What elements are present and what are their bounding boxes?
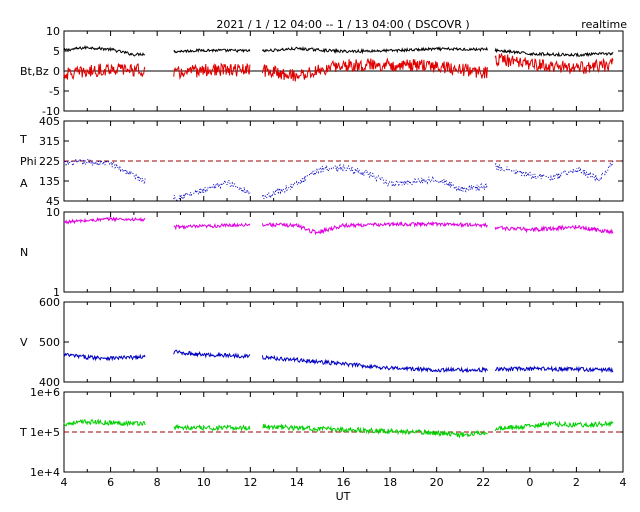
- y-tick-label: 400: [39, 376, 60, 389]
- y-tick-label: -5: [49, 85, 60, 98]
- series-line-speed: [63, 349, 614, 374]
- panel-phi-angle: 405 315 225 135 45 T Phi A: [19, 115, 624, 208]
- series-line-temperature: [63, 418, 614, 439]
- series-line-bt: [63, 45, 614, 58]
- y-tick-label: 225: [39, 155, 60, 168]
- x-tick-label: 22: [476, 476, 490, 489]
- x-tick-label: 2: [573, 476, 580, 489]
- y-tick-label: 500: [39, 336, 60, 349]
- y-axis-label: V: [20, 336, 28, 349]
- y-axis-label: T: [19, 426, 27, 439]
- x-tick-label: 20: [430, 476, 444, 489]
- panel-frame: [63, 211, 624, 293]
- y-tick-label: 1e+6: [30, 386, 60, 399]
- y-tick-label: 1e+5: [30, 426, 60, 439]
- y-tick-label: 600: [39, 296, 60, 309]
- series-line-bz: [63, 52, 614, 82]
- series-line-density: [63, 216, 614, 236]
- y-axis-label: A: [20, 177, 28, 190]
- x-tick-label: 0: [526, 476, 533, 489]
- y-axis-label: Phi: [20, 155, 37, 168]
- y-tick-label: 10: [46, 206, 60, 219]
- y-tick-label: 135: [39, 175, 60, 188]
- panels-group: 10 5 0 -5 -10 Bt,Bz 405 315 225 135 45 T Phi A 10 1 N 600…: [19, 25, 627, 489]
- y-tick-label: 1e+4: [30, 466, 60, 479]
- y-tick-label: 405: [39, 115, 60, 128]
- panel-frame: [63, 301, 624, 383]
- y-axis-label: N: [20, 246, 28, 259]
- x-tick-label: 14: [290, 476, 304, 489]
- chart-title: 2021 / 1 / 12 04:00 -- 1 / 13 04:00 ( DS…: [216, 18, 469, 31]
- panel-magnetic-field: 10 5 0 -5 -10 Bt,Bz: [20, 25, 624, 118]
- panel-temperature: 1e+6 1e+5 1e+4 T 4 6 8 10 12 14 16 18 20 22 0 2 4: [19, 386, 627, 489]
- y-axis-label: Bt,Bz: [20, 65, 49, 78]
- realtime-badge: realtime: [581, 18, 627, 31]
- x-tick-label: 8: [154, 476, 161, 489]
- y-tick-label: 5: [53, 45, 60, 58]
- panel-density: 10 1 N: [20, 206, 624, 299]
- y-tick-label: 1: [53, 286, 60, 299]
- x-tick-label: 18: [383, 476, 397, 489]
- x-tick-label: 12: [243, 476, 257, 489]
- x-tick-label: 10: [197, 476, 211, 489]
- y-axis-label: T: [19, 133, 27, 146]
- y-tick-label: -10: [42, 105, 60, 118]
- x-tick-label: 4: [620, 476, 627, 489]
- panel-speed: 600 500 400 V: [20, 296, 624, 389]
- y-tick-label: 315: [39, 135, 60, 148]
- x-tick-label: 6: [107, 476, 114, 489]
- y-tick-label: 0: [53, 65, 60, 78]
- y-tick-label: 45: [46, 195, 60, 208]
- x-axis-label: UT: [336, 490, 351, 503]
- y-tick-label: 10: [46, 25, 60, 38]
- x-tick-label: 16: [337, 476, 351, 489]
- series-line-phi: [63, 158, 614, 201]
- x-tick-label: 4: [61, 476, 68, 489]
